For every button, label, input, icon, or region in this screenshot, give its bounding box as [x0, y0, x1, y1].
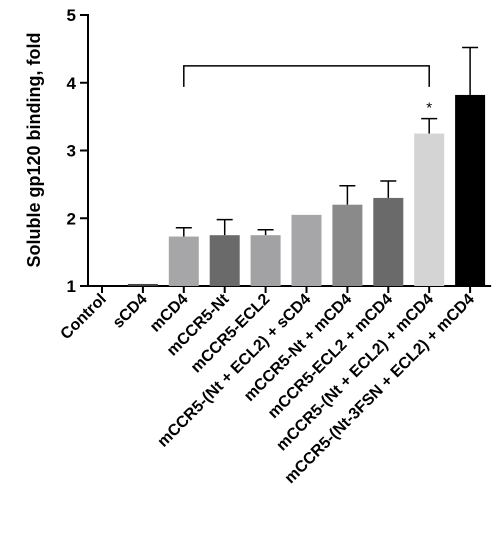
y-tick-label-2: 2 — [67, 209, 76, 228]
bar-8 — [414, 133, 445, 286]
bar-2 — [168, 236, 199, 286]
y-tick-label-1: 1 — [67, 277, 76, 296]
y-axis-title: Soluble gp120 binding, fold — [24, 33, 44, 268]
y-tick-label-3: 3 — [67, 142, 76, 161]
bar-9 — [455, 94, 486, 286]
bar-4 — [250, 235, 281, 286]
bar-7 — [373, 197, 404, 286]
x-tick-label-9: mCCR5-(Nt-3FSN + ECL2) + mCD4 — [282, 291, 478, 487]
bar-5 — [291, 214, 322, 286]
significance-marker: * — [426, 100, 432, 117]
y-tick-label-5: 5 — [67, 6, 76, 25]
y-tick-label-4: 4 — [67, 74, 77, 93]
significance-bracket — [183, 65, 430, 87]
bar-1 — [127, 283, 158, 286]
x-tick-label-0: Control — [58, 291, 110, 343]
x-tick-label-1: sCD4 — [110, 291, 151, 332]
bar-3 — [209, 235, 240, 286]
bar-6 — [332, 204, 363, 286]
